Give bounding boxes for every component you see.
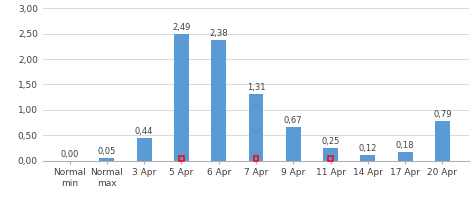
Bar bbox=[179, 156, 184, 161]
Bar bbox=[398, 152, 412, 161]
Bar bbox=[211, 40, 226, 161]
Bar bbox=[323, 148, 338, 161]
Text: 0,12: 0,12 bbox=[359, 144, 377, 153]
Text: 1,31: 1,31 bbox=[246, 83, 265, 92]
Text: 0,05: 0,05 bbox=[98, 147, 116, 156]
Bar bbox=[435, 121, 450, 161]
Bar bbox=[286, 127, 301, 161]
Text: 0,67: 0,67 bbox=[284, 116, 302, 125]
Text: 0,44: 0,44 bbox=[135, 127, 153, 136]
Bar bbox=[360, 154, 375, 161]
Bar bbox=[100, 158, 114, 161]
Bar bbox=[254, 156, 258, 161]
Text: 0,25: 0,25 bbox=[321, 137, 340, 146]
Text: 0,79: 0,79 bbox=[433, 110, 452, 118]
Text: 0,00: 0,00 bbox=[60, 150, 79, 159]
Text: 0,18: 0,18 bbox=[396, 140, 414, 150]
Text: 2,49: 2,49 bbox=[172, 23, 191, 32]
Bar bbox=[174, 34, 189, 161]
Bar bbox=[248, 94, 264, 161]
Text: 2,38: 2,38 bbox=[210, 29, 228, 38]
Bar bbox=[137, 138, 152, 161]
Bar bbox=[328, 156, 333, 161]
